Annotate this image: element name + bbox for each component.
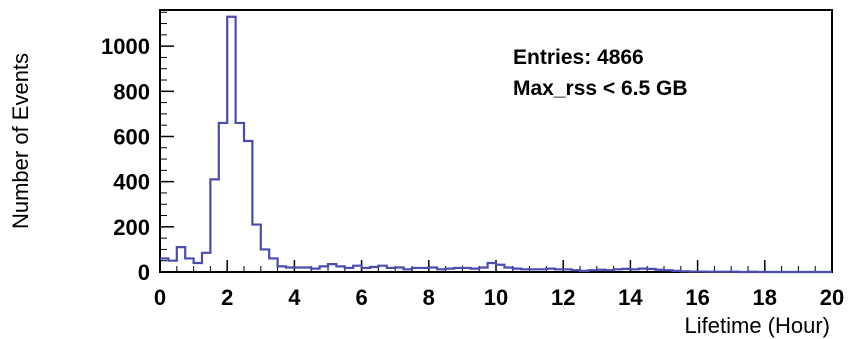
- y-tick-label: 600: [113, 124, 150, 149]
- y-tick-label: 1000: [101, 34, 150, 59]
- y-axis-ticks: 0 200 400 600 800 1000: [101, 11, 174, 285]
- x-axis-title: Lifetime (Hour): [685, 313, 830, 338]
- entries-annotation: Entries: 4866: [513, 46, 644, 69]
- y-axis-title: Number of Events: [8, 53, 33, 229]
- histogram-series-line: [160, 15, 832, 274]
- x-tick-label: 6: [355, 285, 367, 310]
- y-tick-label: 800: [113, 79, 150, 104]
- y-tick-label: 0: [138, 260, 150, 285]
- x-tick-label: 12: [551, 285, 575, 310]
- y-tick-label: 200: [113, 215, 150, 240]
- x-tick-label: 14: [618, 285, 643, 310]
- x-tick-label: 16: [685, 285, 709, 310]
- x-tick-label: 8: [423, 285, 435, 310]
- x-tick-label: 4: [288, 285, 301, 310]
- x-tick-label: 0: [154, 285, 166, 310]
- x-tick-label: 18: [753, 285, 777, 310]
- x-tick-label: 10: [484, 285, 508, 310]
- x-tick-label: 20: [820, 285, 844, 310]
- y-tick-label: 400: [113, 170, 150, 195]
- max-rss-annotation: Max_rss < 6.5 GB: [513, 77, 688, 100]
- x-tick-label: 2: [221, 285, 233, 310]
- x-axis-ticks: 0 2 4 6 8 10 12 14 16 18 20: [154, 260, 844, 310]
